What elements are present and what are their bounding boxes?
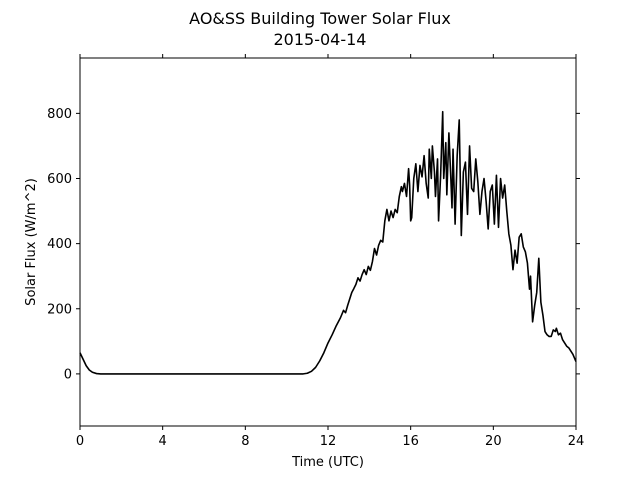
- x-tick-label: 20: [485, 434, 502, 449]
- data-series: [79, 110, 577, 375]
- y-axis-label: Solar Flux (W/m^2): [24, 178, 39, 306]
- x-tick-label: 24: [568, 434, 585, 449]
- x-tick-label: 8: [241, 434, 249, 449]
- series-line: [79, 110, 577, 375]
- x-axis-label: Time (UTC): [291, 455, 364, 470]
- plot-frame: [79, 57, 577, 427]
- y-tick-label: 400: [47, 237, 72, 252]
- y-tick-label: 800: [47, 107, 72, 122]
- x-tick-label: 4: [159, 434, 167, 449]
- y-tick-label: 0: [64, 367, 72, 382]
- x-tick-label: 0: [76, 434, 84, 449]
- y-tick-label: 200: [47, 302, 72, 317]
- x-tick-label: 12: [320, 434, 337, 449]
- x-tick-label: 16: [402, 434, 419, 449]
- axis-ticks: 0 4 8 12 16 20 24 0 200 400 600 800: [47, 54, 584, 449]
- y-tick-label: 600: [47, 172, 72, 187]
- chart-title: AO&SS Building Tower Solar Flux: [189, 9, 451, 28]
- chart-subtitle: 2015-04-14: [274, 30, 367, 49]
